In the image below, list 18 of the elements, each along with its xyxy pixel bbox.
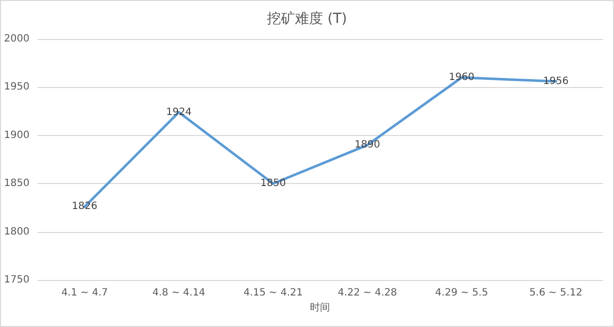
x-tick-label: 4.1 ~ 4.7 (61, 288, 108, 298)
y-tick-label: 1850 (4, 178, 30, 190)
y-tick-label: 1950 (4, 82, 30, 93)
x-tick-label: 4.29 ~ 5.5 (435, 288, 488, 298)
x-tick-label: 4.22 ~ 4.28 (338, 288, 397, 298)
x-tick-label: 4.15 ~ 4.21 (243, 288, 303, 298)
y-tick-label: 1900 (4, 130, 30, 141)
data-label: 1826 (72, 201, 98, 212)
data-label: 1850 (260, 178, 286, 190)
y-tick-label: 1750 (4, 274, 30, 286)
x-tick-label: 5.6 ~ 5.12 (529, 288, 582, 298)
data-label: 1956 (543, 76, 569, 87)
data-label: 1924 (166, 106, 192, 118)
y-tick-label: 2000 (4, 34, 30, 44)
chart-title: 挖矿难度 (T) (267, 11, 347, 27)
y-tick-label: 1800 (4, 226, 30, 238)
x-tick-label: 4.8 ~ 4.14 (152, 288, 206, 298)
x-axis-title: 时间 (310, 301, 330, 314)
